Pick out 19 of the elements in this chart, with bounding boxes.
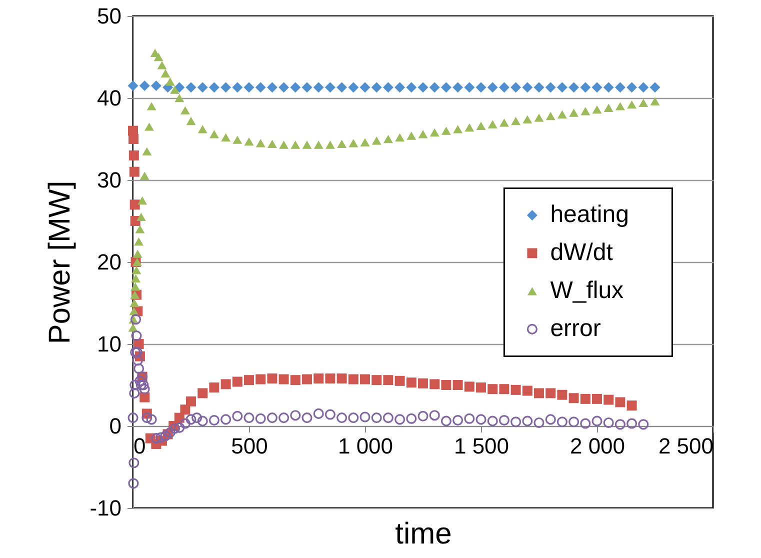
y-tick-label: 0 — [109, 414, 122, 438]
x-axis-title: time — [395, 518, 452, 550]
y-tick-label: -10 — [90, 496, 122, 520]
x-tick-label: 2 500 — [658, 434, 714, 458]
x-tick-label: 1 000 — [338, 434, 394, 458]
x-tick-label: 1 500 — [454, 434, 510, 458]
legend-label: error — [550, 315, 601, 342]
legend-label: W_flux — [550, 277, 624, 304]
y-tick-label: 10 — [97, 332, 122, 356]
x-tick-label: 0 — [134, 434, 146, 458]
y-tick-label: 20 — [97, 250, 122, 274]
y-tick-label: 30 — [97, 168, 122, 192]
y-tick-label: 50 — [97, 4, 122, 28]
y-axis-title: Power [MW] — [44, 180, 77, 344]
x-tick-label: 500 — [231, 434, 268, 458]
legend-label: heating — [550, 201, 629, 228]
y-tick-label: 40 — [97, 86, 122, 110]
x-tick-label: 2 000 — [570, 434, 626, 458]
legend-label: dW/dt — [550, 239, 614, 266]
